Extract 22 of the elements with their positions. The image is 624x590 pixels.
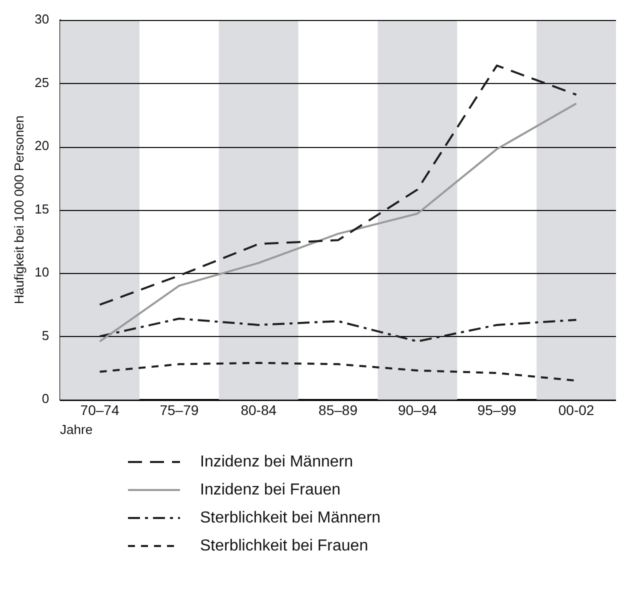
y-axis-title: Häufigkeit bei 100 000 Personen	[11, 115, 26, 304]
line-series	[98, 64, 578, 306]
y-tick-label: 30	[34, 12, 50, 27]
y-tick-label: 0	[42, 391, 50, 406]
x-tick-label: 80-84	[240, 402, 277, 418]
line-series	[98, 318, 578, 342]
y-tick-label: 25	[34, 74, 50, 90]
legend-label: Inzidenz bei Frauen	[200, 481, 341, 498]
x-axis-title: Jahre	[60, 422, 93, 437]
y-tick-label: 15	[34, 201, 50, 216]
legend-label: Sterblichkeit bei Männern	[200, 509, 381, 526]
x-tick-label: 75–79	[160, 402, 199, 418]
x-tick-label: 00-02	[558, 402, 594, 418]
y-tick-label: 20	[34, 138, 50, 154]
x-tick-label: 95–99	[477, 402, 517, 418]
x-tick-label: 90–94	[398, 402, 438, 418]
y-tick-label: 5	[42, 328, 50, 343]
y-tick-label: 10	[34, 264, 50, 280]
x-tick-label: 70–74	[80, 402, 120, 418]
legend-label: Sterblichkeit bei Frauen	[200, 537, 368, 554]
x-tick-label: 85–89	[318, 402, 358, 418]
legend-label: Inzidenz bei Männern	[200, 453, 353, 470]
